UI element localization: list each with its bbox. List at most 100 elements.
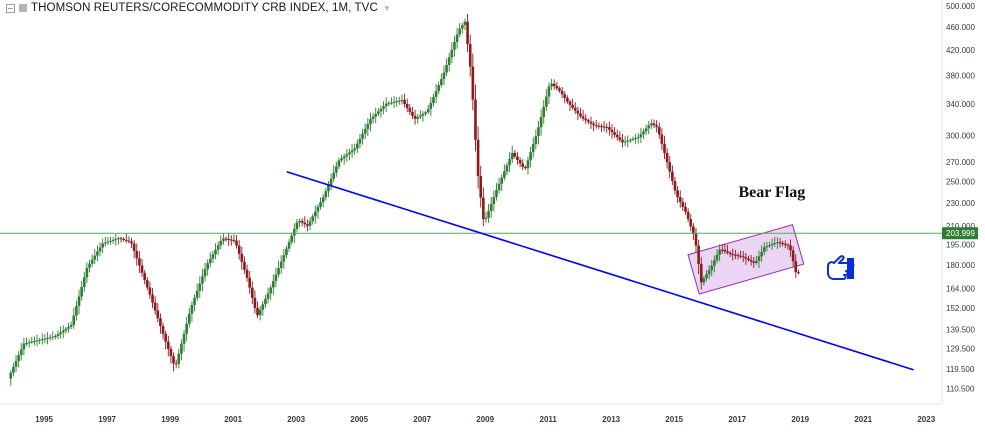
candle bbox=[229, 235, 233, 246]
candle bbox=[702, 275, 706, 286]
candle-body bbox=[211, 254, 215, 259]
minus-square-icon[interactable] bbox=[6, 3, 15, 13]
candle bbox=[615, 129, 619, 141]
candle bbox=[692, 223, 695, 240]
candle bbox=[699, 257, 703, 290]
candle-body bbox=[248, 277, 251, 288]
candle bbox=[130, 237, 133, 249]
candle-body bbox=[747, 258, 750, 261]
candle-body bbox=[555, 86, 559, 89]
candle bbox=[148, 281, 152, 299]
candle bbox=[80, 280, 83, 301]
candle-body bbox=[237, 245, 241, 254]
candle bbox=[558, 86, 561, 93]
candle-body bbox=[358, 138, 362, 144]
candle bbox=[508, 151, 511, 173]
candle-body bbox=[471, 66, 475, 100]
candle bbox=[563, 91, 567, 104]
candle-body bbox=[421, 113, 425, 116]
candle-body bbox=[429, 102, 433, 109]
candle bbox=[30, 336, 34, 344]
candle-body bbox=[229, 239, 233, 241]
candle-body bbox=[285, 248, 288, 256]
candle bbox=[298, 218, 301, 228]
candle-body bbox=[442, 72, 446, 80]
candle-body bbox=[594, 125, 598, 127]
candle-body bbox=[106, 241, 110, 243]
x-tick-label: 1999 bbox=[161, 415, 179, 424]
candle bbox=[723, 243, 727, 255]
candle-body bbox=[697, 245, 700, 265]
candle bbox=[371, 112, 375, 124]
chevron-down-icon[interactable]: ▼ bbox=[382, 3, 391, 13]
candle-body bbox=[19, 349, 23, 356]
candle-body bbox=[757, 256, 761, 261]
candle-body bbox=[684, 206, 687, 212]
candle bbox=[72, 307, 76, 329]
eye-square-icon[interactable] bbox=[19, 4, 27, 12]
candle-body bbox=[350, 150, 354, 153]
candle-body bbox=[203, 269, 207, 277]
candle-body bbox=[660, 134, 664, 144]
candle bbox=[411, 107, 414, 120]
candle bbox=[195, 283, 199, 301]
candle bbox=[526, 156, 530, 175]
candle bbox=[127, 236, 131, 244]
candle bbox=[707, 265, 711, 280]
candle-body bbox=[342, 156, 346, 159]
x-tick-label: 2023 bbox=[917, 415, 935, 424]
candle-body bbox=[671, 171, 674, 181]
candle-body bbox=[72, 315, 76, 326]
candle-body bbox=[56, 334, 60, 337]
candle-body bbox=[773, 242, 777, 245]
candle-body bbox=[571, 104, 574, 108]
candle bbox=[749, 255, 753, 266]
candle-body bbox=[463, 21, 467, 26]
candle-body bbox=[647, 125, 651, 129]
candle bbox=[256, 301, 259, 319]
candle bbox=[736, 252, 740, 260]
candle-body bbox=[484, 217, 488, 220]
candle bbox=[652, 119, 656, 128]
candle bbox=[610, 124, 614, 139]
candle bbox=[542, 99, 546, 124]
candle bbox=[647, 121, 651, 135]
candle bbox=[342, 153, 346, 165]
candle-body bbox=[166, 341, 170, 349]
chart-header: THOMSON REUTERS/CORECOMMODITY CRB INDEX,… bbox=[6, 2, 391, 14]
candle-body bbox=[500, 177, 504, 184]
candle bbox=[282, 248, 286, 269]
candle bbox=[117, 236, 120, 245]
candle bbox=[122, 237, 125, 242]
candle bbox=[25, 337, 28, 346]
candle bbox=[594, 119, 598, 129]
hand-cuff bbox=[847, 258, 854, 279]
candle bbox=[413, 109, 417, 125]
candle bbox=[768, 241, 771, 248]
candle-body bbox=[692, 226, 695, 234]
candle-body bbox=[608, 127, 611, 130]
candle bbox=[303, 216, 307, 228]
candle-body bbox=[232, 240, 236, 242]
candle bbox=[140, 258, 144, 278]
candle-body bbox=[634, 138, 637, 140]
candle-body bbox=[363, 128, 367, 134]
candle bbox=[279, 255, 283, 274]
candle-body bbox=[534, 136, 538, 145]
candle bbox=[602, 121, 606, 132]
candle bbox=[484, 211, 488, 224]
candle-body bbox=[550, 83, 553, 87]
candle bbox=[728, 250, 732, 257]
candle bbox=[529, 146, 532, 168]
candle bbox=[75, 300, 78, 321]
candle bbox=[306, 219, 309, 232]
candle-body bbox=[581, 116, 585, 119]
candle bbox=[203, 262, 207, 282]
y-tick-label: 250.000 bbox=[946, 178, 975, 187]
candle bbox=[222, 233, 225, 245]
candle-body bbox=[605, 126, 609, 128]
candle-body bbox=[424, 112, 427, 114]
candle-body bbox=[240, 253, 244, 262]
candle-body bbox=[411, 111, 414, 116]
candle-body bbox=[177, 353, 181, 364]
